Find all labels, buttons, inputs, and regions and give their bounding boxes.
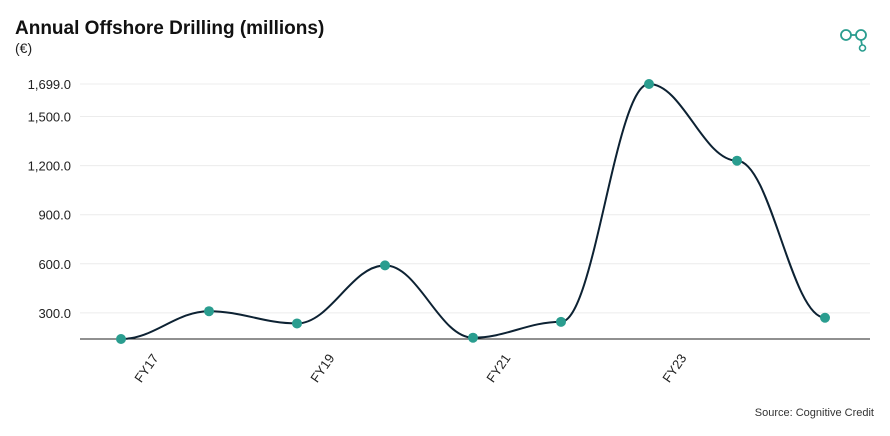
series-line	[120, 82, 826, 340]
y-tick-label: 1,500.0	[28, 110, 71, 125]
series-points	[116, 79, 830, 344]
data-point	[556, 316, 566, 327]
y-axis-ticks: 300.0 600.0 900.0 1,200.0 1,500.0 1,699.0	[28, 77, 71, 321]
data-point	[116, 334, 126, 344]
x-tick-label: FY17	[131, 351, 161, 385]
chart-title: Annual Offshore Drilling (millions)	[15, 18, 325, 39]
data-point	[380, 260, 390, 271]
data-point	[644, 79, 654, 89]
x-tick-label: FY21	[483, 351, 513, 385]
x-axis-ticks: FY17 FY19 FY21 FY23	[131, 351, 689, 385]
data-point	[468, 332, 478, 343]
x-tick-label: FY19	[307, 351, 337, 385]
y-tick-label: 1,699.0	[28, 77, 71, 92]
x-tick-label: FY23	[659, 351, 689, 385]
y-tick-label: 1,200.0	[28, 159, 71, 174]
data-point	[204, 306, 214, 317]
y-tick-label: 900.0	[38, 208, 71, 223]
data-point	[820, 312, 830, 323]
data-point	[292, 318, 302, 329]
chart-subtitle: (€)	[15, 40, 33, 56]
grid-lines	[80, 83, 870, 314]
source-note: Source: Cognitive Credit	[754, 407, 874, 419]
data-point	[732, 155, 742, 166]
y-tick-label: 600.0	[38, 257, 71, 272]
y-tick-label: 300.0	[38, 306, 71, 321]
chain-link-icon	[840, 29, 867, 52]
